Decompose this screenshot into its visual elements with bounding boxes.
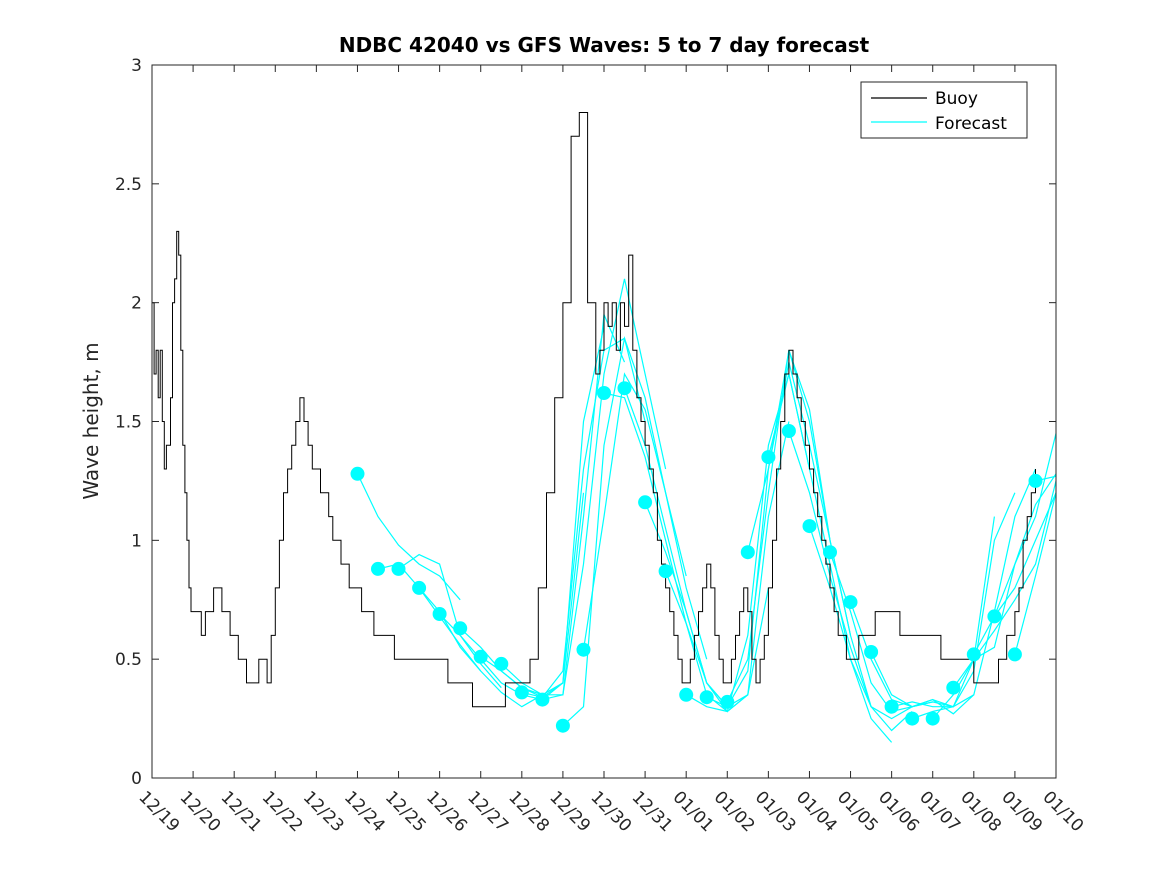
forecast-marker [1007,647,1022,662]
forecast-marker [864,645,879,659]
forecast-marker [391,561,406,576]
series-layer [152,112,1056,743]
forecast-line [542,278,667,701]
y-tick-label: 0 [131,769,142,789]
forecast-marker [597,386,611,400]
legend: Buoy Forecast [860,81,1028,139]
legend-label-buoy: Buoy [935,89,978,109]
legend-box [860,81,1028,139]
forecast-marker [966,647,981,662]
forecast-marker [679,687,694,702]
forecast-marker [905,711,920,726]
forecast-marker [514,685,529,700]
forecast-line [973,473,1056,655]
forecast-marker [740,545,755,560]
plot-area: 00.511.522.5312/1912/2012/2112/2212/2312… [115,56,1087,836]
forecast-line [788,430,913,732]
forecast-line [747,350,872,707]
forecast-marker [638,495,653,510]
forecast-marker [535,692,550,707]
forecast-line [356,473,461,601]
forecast-marker [946,680,961,695]
forecast-marker [761,450,776,465]
forecast-marker [823,545,837,560]
y-tick-label: 1 [131,531,142,551]
forecast-marker [453,621,468,636]
forecast-line [952,480,1056,689]
forecast-marker [494,656,509,671]
forecast-line [398,553,502,689]
forecast-line [932,433,1056,719]
forecast-line [912,468,1037,720]
chart-title: NDBC 42040 vs GFS Waves: 5 to 7 day fore… [339,33,870,57]
legend-label-forecast: Forecast [935,114,1007,134]
forecast-marker [371,561,385,576]
forecast-marker [699,690,714,705]
forecast-marker [617,381,632,396]
forecast-marker [987,609,1002,624]
forecast-marker [1028,473,1043,488]
plot-background [152,65,1056,778]
y-tick-label: 0.5 [115,650,142,670]
forecast-marker [658,564,673,579]
forecast-marker [925,711,940,726]
y-axis-label: Wave height, m [79,342,103,499]
forecast-marker [781,424,796,438]
forecast-marker [802,519,817,534]
forecast-marker [720,694,735,709]
y-tick-label: 2.5 [115,175,142,195]
forecast-marker [432,607,447,621]
forecast-line [582,372,708,660]
forecast-marker [473,649,488,664]
forecast-line [993,492,1056,617]
y-tick-label: 3 [131,56,142,76]
buoy-line [152,112,1036,708]
forecast-marker [884,699,899,714]
y-tick-label: 2 [131,294,142,314]
forecast-marker [843,595,858,610]
forecast-line [1014,492,1056,655]
forecast-marker [350,466,365,481]
forecast-marker [555,718,570,733]
forecast-marker [412,580,427,595]
y-tick-label: 1.5 [115,413,142,433]
forecast-marker [576,642,591,657]
